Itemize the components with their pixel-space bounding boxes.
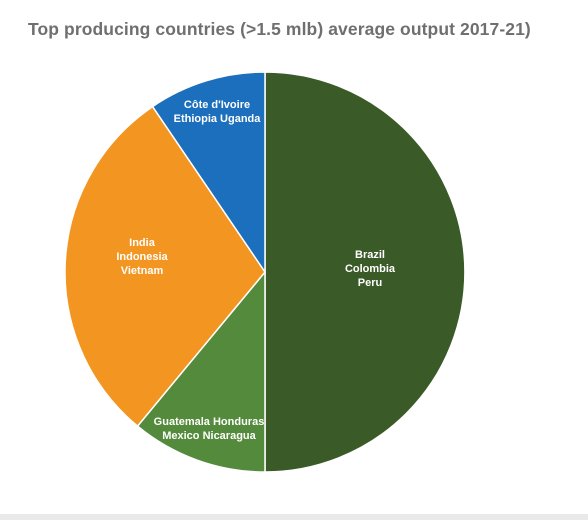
slice-label: Brazil Colombia Peru (345, 249, 396, 289)
slice-label-line: Ethiopia Uganda (174, 113, 262, 125)
pie-slice (136, 271, 266, 473)
slice-label-line: Mexico Nicaragua (162, 430, 256, 442)
pie-slice (264, 71, 466, 473)
slice-label-line: Côte d'Ivoire (184, 99, 250, 111)
slice-label-line: Brazil (355, 249, 385, 261)
slice-label-line: Vietnam (121, 265, 164, 277)
slice-label: Côte d'Ivoire Ethiopia Uganda (174, 99, 262, 125)
slice-label-line: Colombia (345, 263, 396, 275)
slice-label-line: Guatemala Honduras (154, 416, 265, 428)
slice-label-line: India (129, 237, 156, 249)
slice-label-line: Peru (358, 277, 382, 289)
slice-label: India Indonesia Vietnam (116, 237, 168, 277)
chart-title: Top producing countries (>1.5 mlb) avera… (28, 19, 531, 39)
slice-label-line: Indonesia (116, 251, 168, 263)
slice-label: Guatemala Honduras Mexico Nicaragua (154, 416, 265, 442)
pie-slice (64, 105, 266, 427)
pie-slice (151, 71, 266, 273)
